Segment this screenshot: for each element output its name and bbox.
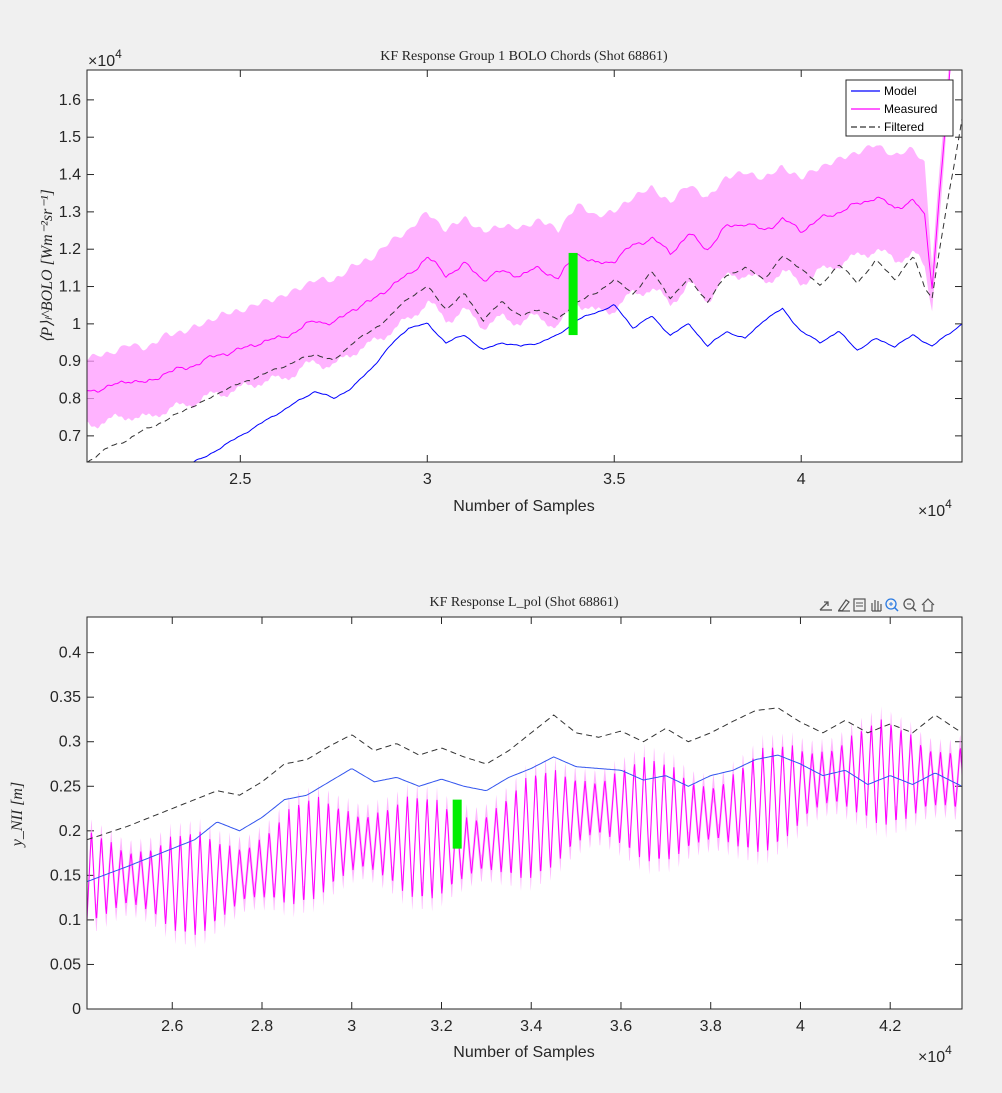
chart-2-xtick-label: 3.8 <box>700 1018 722 1035</box>
chart-2-xtick-label: 4.2 <box>879 1018 901 1035</box>
zoom-out-icon[interactable] <box>903 598 917 612</box>
chart-1-y-mult-label: ×10 <box>88 53 115 70</box>
chart-2-ytick-label: 0.15 <box>50 867 81 884</box>
chart-2-title: KF Response L_pol (Shot 68861) <box>430 595 619 610</box>
chart-1-ytick-label: 1.5 <box>59 129 81 146</box>
chart-1-measured-band <box>87 70 950 429</box>
export-icon[interactable] <box>819 601 832 611</box>
chart-2-ytick-label: 0.2 <box>59 823 81 840</box>
chart-2: KF Response L_pol (Shot 68861) ×104 2.6 2… <box>9 595 963 1066</box>
chart-2-xtick-label: 4 <box>796 1018 805 1035</box>
chart-1-ytick-label: 0.9 <box>59 353 81 370</box>
chart-1-title: KF Response Group 1 BOLO Chords (Shot 68… <box>380 49 668 64</box>
chart-2-model-line <box>87 754 962 883</box>
chart-1-ytick-label: 1 <box>72 316 81 333</box>
legend-filtered-label: Filtered <box>884 120 924 134</box>
chart-2-green-marker <box>452 799 462 849</box>
chart-1-xlabel: Number of Samples <box>453 498 594 515</box>
chart-2-xtick-label: 3 <box>347 1018 356 1035</box>
chart-2-ytick-label: 0.35 <box>50 689 81 706</box>
legend-model-label: Model <box>884 84 917 98</box>
chart-2-measured-line <box>87 719 962 935</box>
chart-1-xtick-label: 3 <box>423 471 432 488</box>
chart-2-filtered-line <box>87 707 962 841</box>
chart-2-ytick-label: 0.4 <box>59 645 81 662</box>
brush-icon[interactable] <box>838 599 850 612</box>
chart-2-xlabel: Number of Samples <box>453 1044 594 1061</box>
chart-2-ytick-label: 0.25 <box>50 778 81 795</box>
svg-text:×104: ×104 <box>88 47 122 70</box>
chart-2-ytick-label: 0 <box>72 1001 81 1018</box>
legend-measured-label: Measured <box>884 102 937 116</box>
chart-1-ylabel: ⟨P⟩ₗ^BOLO [Wm⁻²sr⁻¹] <box>39 189 56 343</box>
chart-1-model-line <box>192 304 962 462</box>
chart-1-green-marker <box>568 252 578 336</box>
svg-text:×104: ×104 <box>918 497 952 520</box>
chart-1-y-mult-exp: 4 <box>115 47 122 61</box>
chart-1-ytick-label: 1.4 <box>59 167 81 184</box>
chart-1-ytick-label: 1.1 <box>59 279 81 296</box>
chart-2-x-mult-label: ×10 <box>918 1049 945 1066</box>
chart-2-ylabel: y_NII [m] <box>9 782 26 848</box>
chart-1-ytick-label: 1.6 <box>59 92 81 109</box>
chart-1-x-mult-exp: 4 <box>945 497 952 511</box>
axes-toolbar <box>819 598 935 612</box>
chart-1-ytick-label: 1.3 <box>59 204 81 221</box>
chart-1-ytick-label: 0.7 <box>59 428 81 445</box>
chart-1-ticks: 2.5 3 3.5 4 0.7 0.8 0.9 1 1.1 1.2 1.3 1.4 1.5 1.6 <box>59 70 962 488</box>
chart-1-measured-line <box>87 70 951 393</box>
chart-1-xtick-label: 4 <box>797 471 806 488</box>
chart-2-xtick-label: 2.6 <box>161 1018 183 1035</box>
home-icon[interactable] <box>921 598 935 612</box>
svg-text:×104: ×104 <box>918 1043 952 1066</box>
chart-1: KF Response Group 1 BOLO Chords (Shot 68… <box>39 47 963 520</box>
datatip-icon[interactable] <box>853 598 866 612</box>
chart-1-xtick-label: 2.5 <box>229 471 251 488</box>
chart-2-xtick-label: 3.4 <box>520 1018 542 1035</box>
chart-1-x-multiplier: ×104 <box>918 497 952 520</box>
chart-1-axes-box <box>86 69 963 463</box>
chart-2-measured-band <box>87 706 962 949</box>
chart-1-xtick-label: 3.5 <box>603 471 625 488</box>
chart-2-ytick-label: 0.05 <box>50 956 81 973</box>
chart-1-ytick-label: 1.2 <box>59 241 81 258</box>
chart-2-xtick-label: 3.6 <box>610 1018 632 1035</box>
chart-1-ytick-label: 0.8 <box>59 391 81 408</box>
chart-2-axes-box <box>86 616 963 1010</box>
chart-1-x-mult-label: ×10 <box>918 503 945 520</box>
pan-icon[interactable] <box>871 600 882 612</box>
chart-1-y-multiplier: ×104 <box>88 47 122 70</box>
chart-1-legend[interactable]: Model Measured Filtered <box>845 79 954 137</box>
chart-2-xtick-label: 2.8 <box>251 1018 273 1035</box>
zoom-in-icon[interactable] <box>885 598 899 612</box>
chart-2-ytick-label: 0.3 <box>59 734 81 751</box>
chart-2-x-multiplier: ×104 <box>918 1043 952 1066</box>
chart-2-ticks: 2.6 2.8 3 3.2 3.4 3.6 3.8 4 4.2 0 0.05 0.1 0.15 0.2 0.… <box>50 617 962 1035</box>
chart-2-xtick-label: 3.2 <box>430 1018 452 1035</box>
chart-2-x-mult-exp: 4 <box>945 1043 952 1057</box>
chart-2-ytick-label: 0.1 <box>59 912 81 929</box>
